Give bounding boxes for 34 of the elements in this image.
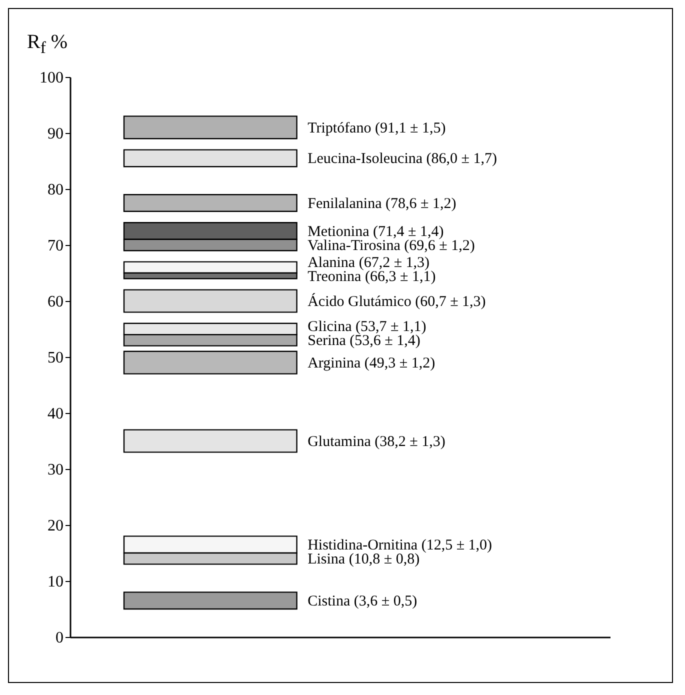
bar (123, 194, 298, 212)
y-tick-label: 30 (48, 462, 64, 478)
series-label: Alanina (67,2 ± 1,3) (308, 254, 430, 271)
series-label: Glicina (53,7 ± 1,1) (308, 319, 426, 336)
y-tick-label: 70 (48, 238, 64, 254)
y-tick-label: 90 (48, 126, 64, 142)
series-label: Cistina (3,6 ± 0,5) (308, 594, 418, 610)
series-label: Valina-Tirosina (69,6 ± 1,2) (308, 238, 475, 254)
y-tick-label: 60 (48, 294, 64, 310)
y-tick-label: 50 (48, 350, 64, 366)
series-label: Metionina (71,4 ± 1,4) (308, 224, 444, 240)
y-tick-label: 10 (48, 574, 64, 590)
series-label: Treonina (66,3 ± 1,1) (308, 268, 436, 285)
series-label: Triptófano (91,1 ± 1,5) (308, 120, 446, 136)
bar (123, 592, 298, 610)
y-tick-label: 40 (48, 406, 64, 422)
y-tick-label: 20 (48, 518, 64, 534)
y-tick-label: 0 (56, 630, 64, 646)
bar (123, 116, 298, 140)
series-label: Glutamina (38,2 ± 1,3) (308, 434, 446, 450)
series-label: Fenilalanina (78,6 ± 1,2) (308, 196, 456, 212)
series-label: Ácido Glutámico (60,7 ± 1,3) (308, 293, 486, 310)
bar (123, 350, 298, 374)
y-tick-label: 100 (40, 70, 64, 86)
bar (123, 429, 298, 453)
series-label: Serina (53,6 ± 1,4) (308, 333, 420, 350)
series-label: Histidina-Ornitina (12,5 ± 1,0) (308, 538, 492, 554)
bar (123, 149, 298, 168)
y-tick-label: 80 (48, 182, 64, 198)
y-axis-title: R$_{f}$ % (27, 31, 68, 58)
series-label: Leucina-Isoleucina (86,0 ± 1,7) (308, 151, 498, 168)
bar (123, 289, 298, 313)
series-label: Lisina (10,8 ± 0,8) (308, 552, 420, 568)
series-label: Arginina (49,3 ± 1,2) (308, 356, 436, 372)
